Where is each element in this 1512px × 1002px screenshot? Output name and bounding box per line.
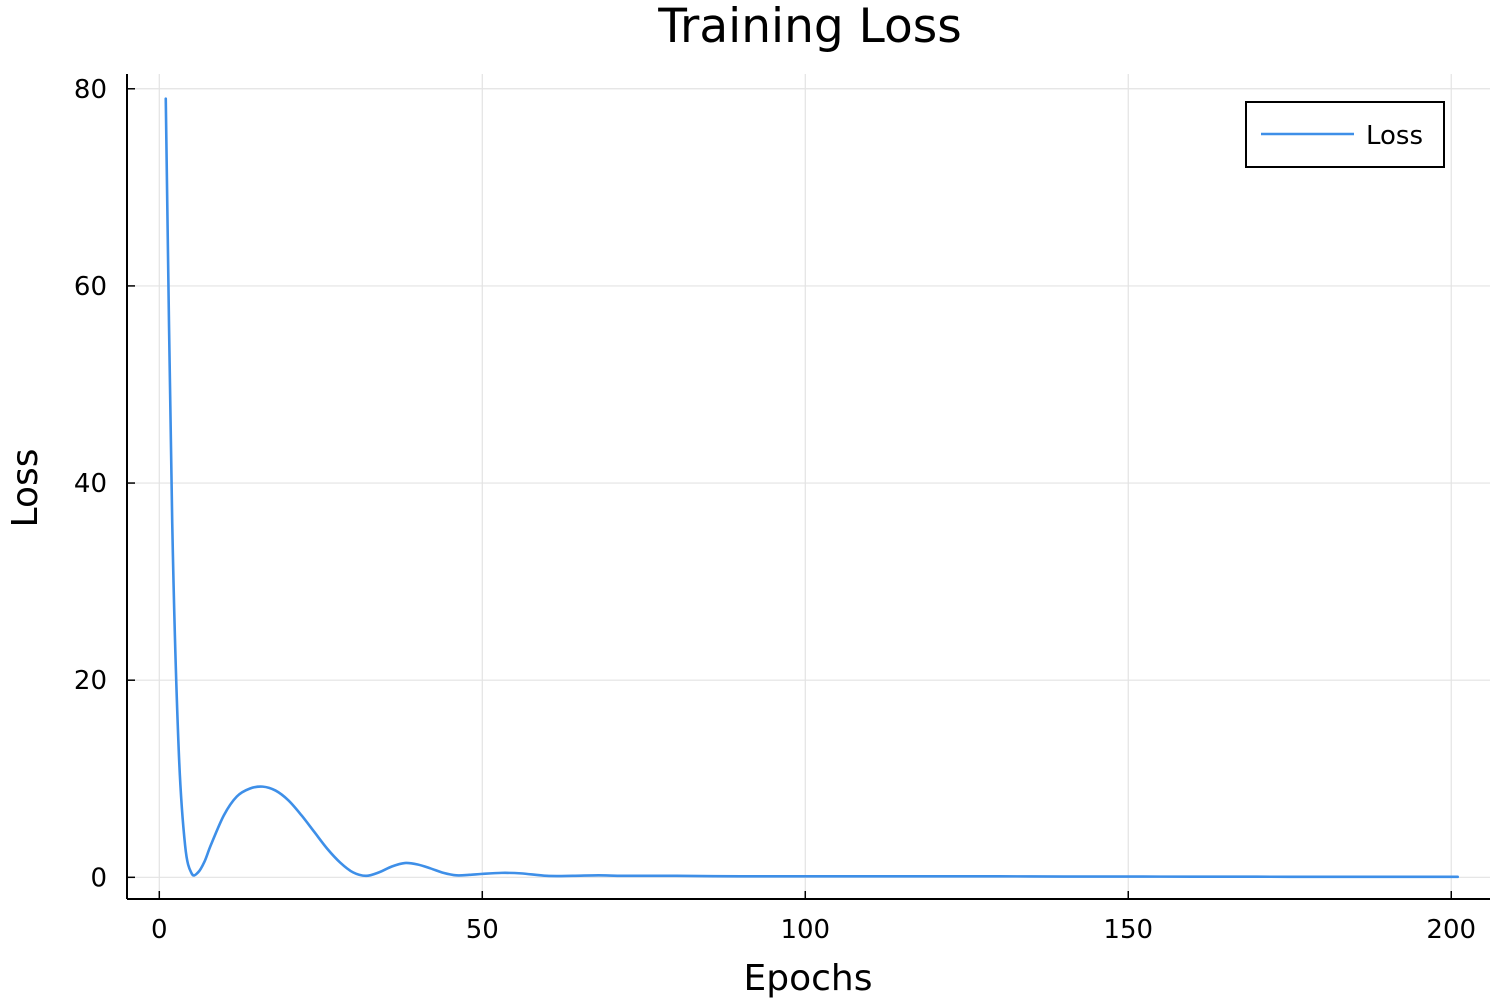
y-axis-label: Loss [5,449,46,528]
y-tick-label: 60 [74,272,107,302]
series-line-loss [164,97,1459,879]
legend-label-loss: Loss [1366,121,1423,151]
x-tick-label: 50 [466,915,499,945]
x-tick-label: 200 [1426,915,1476,945]
chart-title: Training Loss [657,0,961,54]
x-tick-label: 150 [1103,915,1153,945]
ticks-layer: 0 50 100 150 200 0 20 40 60 80 [74,75,1476,945]
grid-layer [127,74,1490,899]
x-tick-label: 100 [780,915,830,945]
x-tick-label: 0 [151,915,168,945]
axes-layer [126,74,1490,900]
y-tick-label: 40 [74,469,107,499]
legend: Loss [1245,101,1445,168]
y-tick-label: 20 [74,666,107,696]
y-tick-label: 0 [90,863,107,893]
series-layer [164,97,1459,879]
y-tick-label: 80 [74,75,107,105]
x-axis-label: Epochs [744,958,873,999]
